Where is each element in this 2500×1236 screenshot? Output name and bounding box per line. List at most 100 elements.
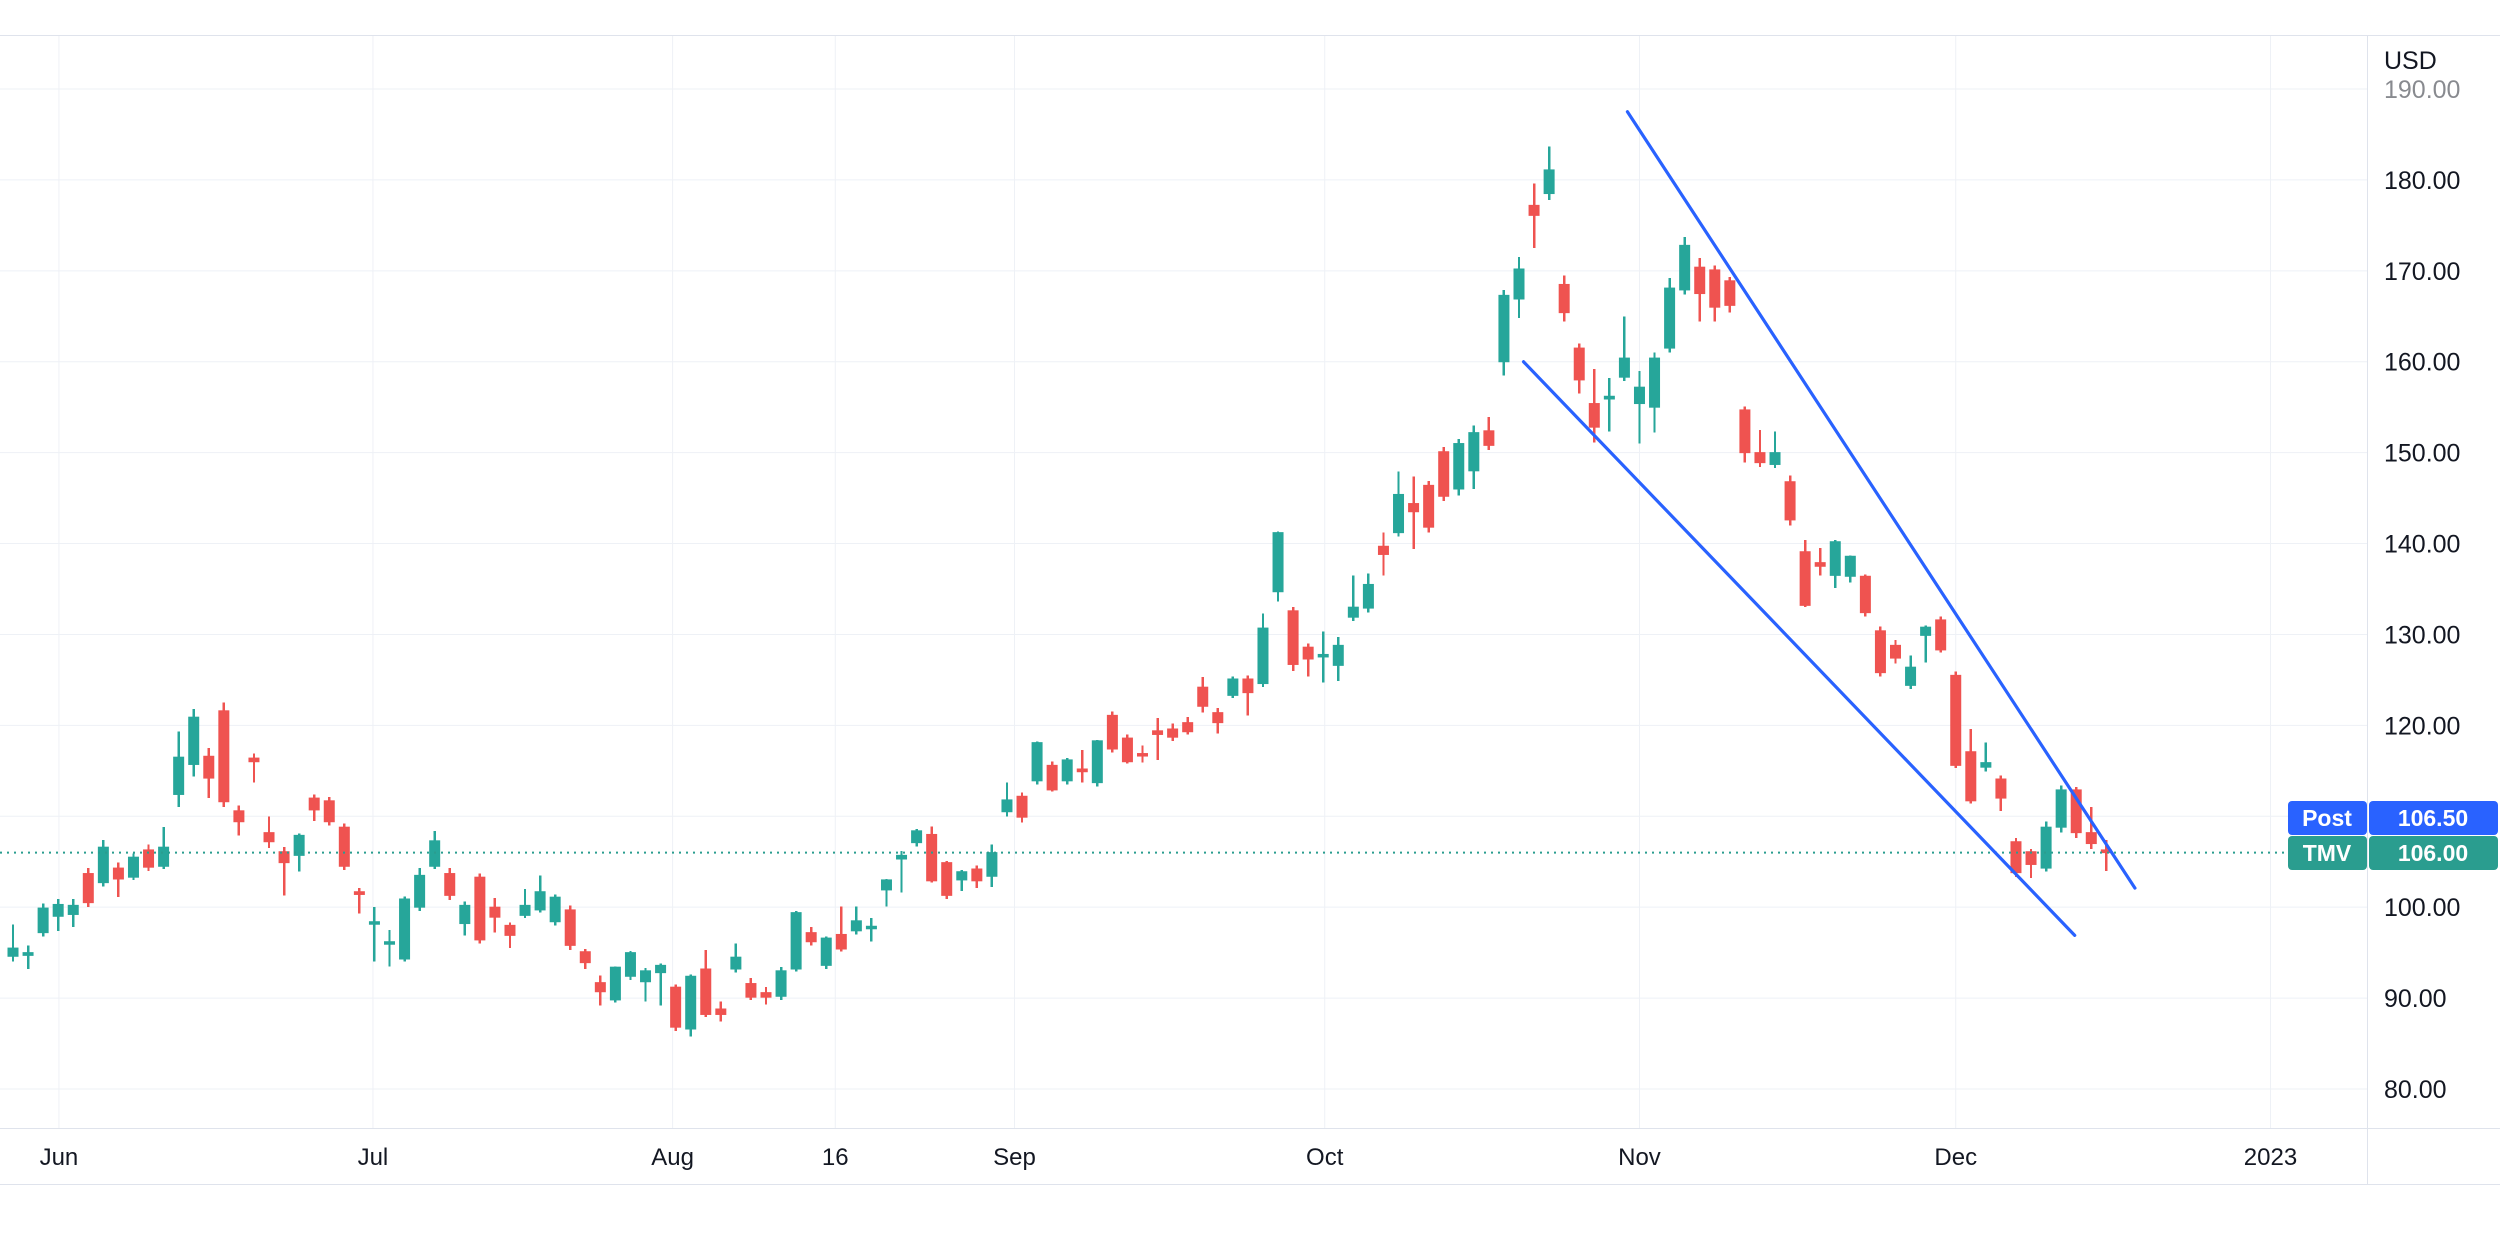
candle-down bbox=[203, 748, 215, 799]
candle-up bbox=[97, 839, 109, 887]
candle-down bbox=[504, 922, 516, 949]
candle-up bbox=[7, 924, 19, 962]
candle-down bbox=[1287, 607, 1299, 671]
candle-up bbox=[640, 968, 652, 1002]
price-tick-label: 80.00 bbox=[2384, 1076, 2447, 1104]
candle-up bbox=[459, 901, 471, 936]
candle-up bbox=[1905, 655, 1917, 689]
candle-down bbox=[112, 862, 124, 898]
candle-down bbox=[715, 1001, 727, 1022]
candle-down bbox=[1121, 734, 1133, 764]
candle-up bbox=[820, 936, 832, 969]
candle-down bbox=[1302, 643, 1314, 677]
post-badge-value-box bbox=[2369, 801, 2498, 835]
candle-down bbox=[2070, 787, 2082, 839]
candle-up bbox=[1664, 278, 1676, 353]
candle-up bbox=[1633, 370, 1645, 444]
price-tick-label: 130.00 bbox=[2384, 621, 2460, 649]
candle-down bbox=[1890, 639, 1901, 664]
candle-down bbox=[700, 949, 712, 1018]
price-axis[interactable]: 190.00 180.00 170.00 160.00 150.00 140.00 130.… bbox=[2384, 76, 2460, 1104]
candle-down bbox=[2085, 807, 2097, 849]
candle-down bbox=[444, 868, 456, 900]
candle-down bbox=[474, 873, 486, 944]
candle-down bbox=[1212, 708, 1224, 734]
candle-up bbox=[399, 896, 411, 962]
candle-up bbox=[880, 879, 892, 907]
candle-down bbox=[926, 826, 938, 883]
candle-up bbox=[896, 850, 908, 893]
candle-up bbox=[158, 827, 170, 869]
candle-up bbox=[1393, 471, 1405, 537]
price-tick-label: 100.00 bbox=[2384, 894, 2460, 922]
candle-down bbox=[1995, 775, 2007, 811]
post-market-price-badge: Post 106.50 bbox=[2288, 801, 2498, 835]
currency-unit-label: USD bbox=[2384, 47, 2437, 75]
candle-down bbox=[1408, 476, 1420, 549]
candle-up bbox=[368, 907, 380, 962]
candle-down bbox=[1784, 475, 1796, 526]
candle-down bbox=[579, 949, 591, 969]
candle-down bbox=[1483, 417, 1495, 450]
candle-up bbox=[624, 950, 636, 980]
candle-up bbox=[384, 929, 395, 967]
candle-down bbox=[1197, 677, 1209, 713]
candle-up bbox=[865, 918, 877, 942]
candle-up bbox=[1769, 431, 1781, 469]
trend-line[interactable] bbox=[1625, 110, 2137, 890]
candle-up bbox=[1001, 782, 1013, 817]
candle-up bbox=[67, 899, 79, 928]
candle-down bbox=[278, 847, 290, 896]
time-axis[interactable]: Jun Jul Aug 16 Sep Oct Nov Dec 2023 bbox=[40, 1144, 2298, 1171]
candle-up bbox=[1272, 531, 1284, 602]
candle-up bbox=[775, 967, 787, 1000]
candle-up bbox=[52, 899, 64, 931]
candle-down bbox=[1137, 745, 1148, 763]
candle-down bbox=[1167, 723, 1179, 741]
candle-up bbox=[1649, 352, 1661, 433]
candle-down bbox=[248, 753, 260, 783]
candle-up bbox=[127, 853, 139, 880]
candle-down bbox=[1950, 671, 1962, 769]
candle-up bbox=[655, 963, 667, 1006]
price-tick-label: 120.00 bbox=[2384, 712, 2460, 740]
candle-up bbox=[1920, 625, 1932, 663]
series-badge-value: 106.00 bbox=[2398, 840, 2468, 866]
candle-down bbox=[1694, 258, 1706, 322]
candle-down bbox=[1106, 711, 1118, 753]
candle-down bbox=[1724, 277, 1736, 313]
candle-down bbox=[1076, 749, 1088, 783]
candle-down bbox=[263, 816, 275, 849]
price-tick-label: 170.00 bbox=[2384, 258, 2460, 286]
post-badge-label: Post bbox=[2302, 805, 2352, 831]
time-tick-label: 2023 bbox=[2244, 1144, 2297, 1171]
candle-up bbox=[549, 894, 561, 926]
trend-lines-layer[interactable] bbox=[1521, 110, 2137, 937]
candle-down bbox=[1558, 275, 1570, 322]
candle-up bbox=[850, 906, 862, 935]
candle-down bbox=[1965, 729, 1977, 804]
candle-down bbox=[233, 805, 245, 836]
candle-up bbox=[1091, 739, 1103, 787]
candle-down bbox=[1814, 548, 1826, 576]
candle-down bbox=[670, 984, 682, 1031]
candle-down bbox=[1242, 675, 1254, 716]
candle-down bbox=[308, 794, 320, 821]
candle-down bbox=[941, 860, 953, 899]
series-price-badge: TMV 106.00 bbox=[2288, 836, 2498, 870]
trend-line[interactable] bbox=[1521, 360, 2077, 937]
time-tick-label: Jun bbox=[40, 1144, 79, 1171]
candle-up bbox=[1980, 742, 1992, 772]
candle-down bbox=[1799, 539, 1811, 608]
candle-down bbox=[82, 868, 94, 908]
candle-up bbox=[534, 875, 546, 913]
candle-down bbox=[1588, 369, 1600, 443]
price-tick-label: 90.00 bbox=[2384, 985, 2447, 1013]
candle-down bbox=[1528, 183, 1540, 249]
candle-up bbox=[1317, 631, 1329, 683]
candle-down bbox=[1423, 480, 1435, 533]
price-tick-label: 160.00 bbox=[2384, 349, 2460, 377]
candle-up bbox=[2055, 785, 2067, 833]
